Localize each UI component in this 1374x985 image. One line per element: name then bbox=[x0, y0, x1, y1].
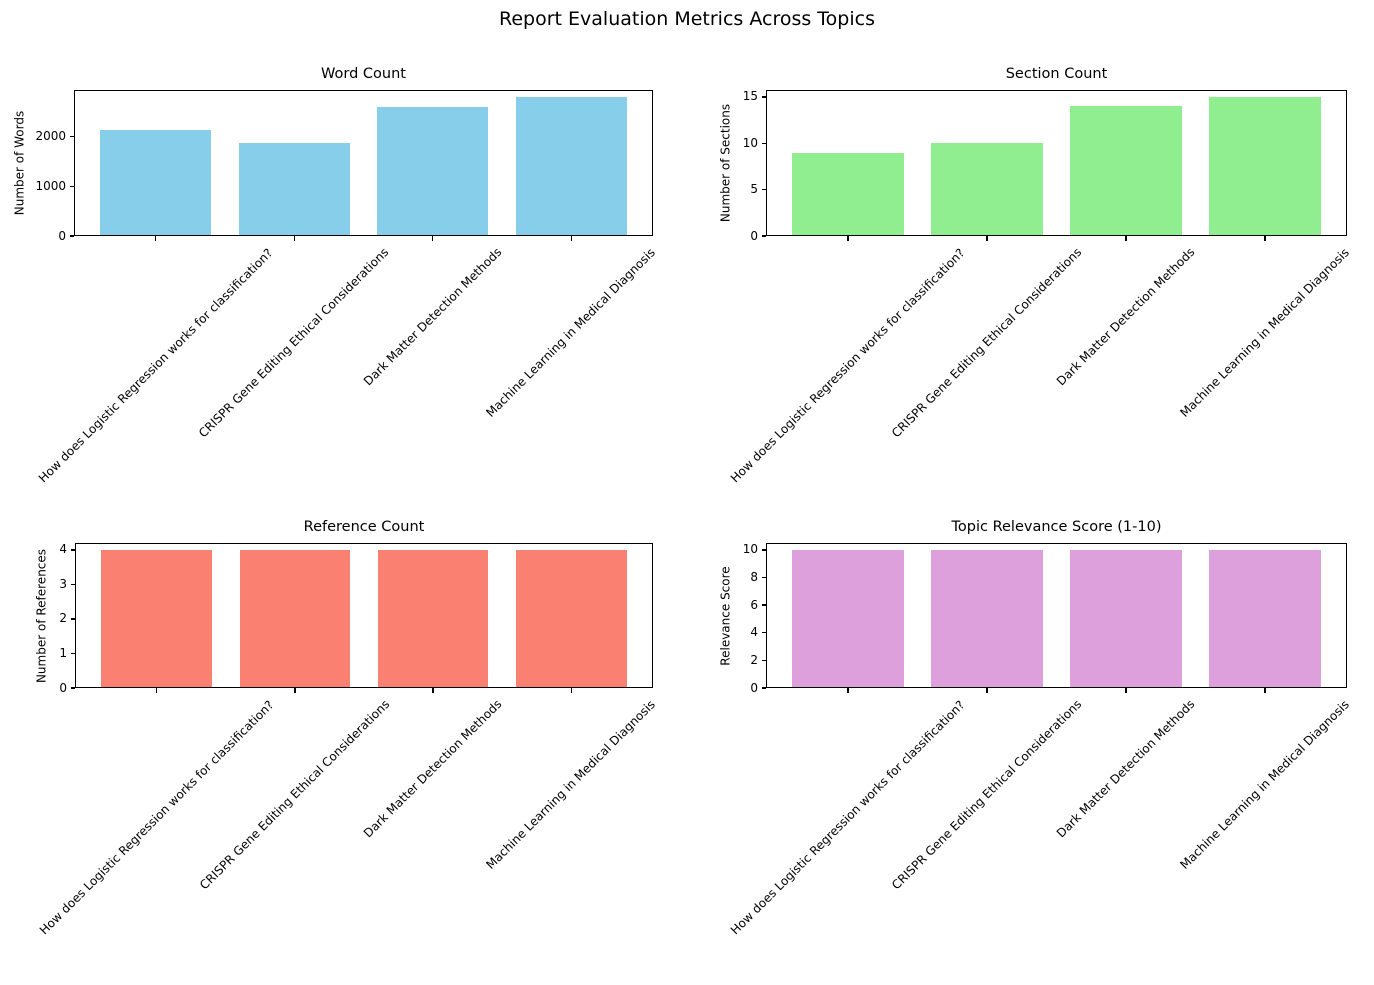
x-tick-mark-section-count bbox=[1125, 236, 1127, 241]
y-tick-mark-topic-relevance-score-1-10 bbox=[761, 659, 766, 662]
x-tick-label-reference-count-3: Machine Learning in Medical Diagnosis bbox=[483, 697, 659, 872]
y-tick-mark-section-count bbox=[761, 142, 766, 144]
subplot-title-reference-count: Reference Count bbox=[303, 519, 425, 535]
figure-suptitle: Report Evaluation Metrics Across Topics bbox=[499, 8, 875, 30]
y-tick-label-topic-relevance-score-1-10: 8 bbox=[750, 570, 758, 585]
x-tick-label-word-count-3: Machine Learning in Medical Diagnosis bbox=[483, 245, 659, 420]
x-tick-mark-word-count bbox=[293, 236, 295, 241]
bar-topic-relevance-score-1-10-2 bbox=[1070, 549, 1182, 688]
y-tick-label-section-count: 15 bbox=[742, 89, 758, 104]
y-tick-label-reference-count: 3 bbox=[59, 576, 67, 591]
bar-reference-count-2 bbox=[377, 549, 489, 688]
y-tick-mark-section-count bbox=[761, 96, 766, 98]
y-tick-label-reference-count: 1 bbox=[59, 645, 67, 660]
x-tick-mark-topic-relevance-score-1-10 bbox=[986, 688, 988, 693]
x-tick-label-topic-relevance-score-1-10-1: CRISPR Gene Editing Ethical Consideratio… bbox=[889, 697, 1085, 893]
bar-section-count-1 bbox=[931, 143, 1043, 236]
y-axis-label-section-count: Number of Sections bbox=[718, 103, 733, 223]
x-tick-mark-section-count bbox=[847, 236, 849, 241]
x-tick-mark-topic-relevance-score-1-10 bbox=[1125, 688, 1127, 693]
bar-topic-relevance-score-1-10-1 bbox=[931, 549, 1043, 688]
x-tick-mark-topic-relevance-score-1-10 bbox=[1264, 688, 1266, 693]
x-tick-label-reference-count-0: How does Logistic Regression works for c… bbox=[36, 697, 276, 937]
x-tick-label-reference-count-2: Dark Matter Detection Methods bbox=[361, 697, 505, 841]
x-tick-label-section-count-1: CRISPR Gene Editing Ethical Consideratio… bbox=[889, 245, 1085, 441]
bar-word-count-1 bbox=[238, 143, 350, 236]
y-tick-mark-topic-relevance-score-1-10 bbox=[761, 632, 766, 634]
y-tick-label-section-count: 10 bbox=[742, 135, 758, 150]
x-tick-label-section-count-3: Machine Learning in Medical Diagnosis bbox=[1177, 245, 1352, 420]
y-tick-mark-word-count bbox=[69, 235, 74, 237]
y-tick-mark-reference-count bbox=[70, 618, 75, 620]
bar-word-count-0 bbox=[100, 130, 212, 236]
subplot-title-word-count: Word Count bbox=[321, 66, 406, 82]
y-tick-label-reference-count: 0 bbox=[59, 680, 67, 695]
x-tick-mark-section-count bbox=[986, 236, 988, 241]
y-tick-label-topic-relevance-score-1-10: 6 bbox=[750, 597, 758, 612]
bar-section-count-2 bbox=[1070, 106, 1182, 236]
x-tick-label-reference-count-1: CRISPR Gene Editing Ethical Consideratio… bbox=[196, 697, 393, 893]
y-tick-label-reference-count: 4 bbox=[59, 542, 67, 557]
x-tick-label-word-count-2: Dark Matter Detection Methods bbox=[360, 245, 505, 389]
y-tick-label-section-count: 0 bbox=[750, 228, 758, 243]
x-tick-label-topic-relevance-score-1-10-3: Machine Learning in Medical Diagnosis bbox=[1177, 697, 1352, 872]
y-tick-mark-word-count bbox=[69, 136, 74, 138]
x-tick-label-topic-relevance-score-1-10-0: How does Logistic Regression works for c… bbox=[727, 697, 968, 937]
bar-word-count-2 bbox=[377, 106, 489, 236]
y-axis-label-word-count: Number of Words bbox=[12, 110, 27, 216]
y-tick-label-section-count: 5 bbox=[750, 182, 758, 197]
y-tick-mark-reference-count bbox=[70, 583, 75, 586]
x-tick-label-word-count-1: CRISPR Gene Editing Ethical Consideratio… bbox=[196, 245, 392, 441]
x-tick-label-section-count-0: How does Logistic Regression works for c… bbox=[727, 245, 968, 485]
bar-reference-count-3 bbox=[516, 549, 627, 688]
y-tick-label-word-count: 1000 bbox=[35, 178, 66, 193]
subplot-title-topic-relevance-score-1-10: Topic Relevance Score (1-10) bbox=[951, 519, 1162, 535]
x-tick-mark-word-count bbox=[570, 236, 572, 241]
y-tick-mark-reference-count bbox=[70, 549, 75, 551]
x-tick-mark-section-count bbox=[1264, 236, 1266, 241]
x-tick-mark-reference-count bbox=[155, 688, 158, 693]
y-tick-mark-section-count bbox=[761, 235, 766, 237]
bar-topic-relevance-score-1-10-0 bbox=[792, 549, 904, 688]
bar-reference-count-0 bbox=[101, 549, 212, 688]
y-tick-label-word-count: 2000 bbox=[35, 129, 66, 144]
x-tick-mark-reference-count bbox=[294, 688, 296, 693]
y-tick-label-word-count: 0 bbox=[58, 228, 66, 243]
y-tick-label-reference-count: 2 bbox=[59, 611, 67, 626]
y-tick-mark-reference-count bbox=[70, 652, 75, 655]
y-tick-mark-section-count bbox=[761, 189, 766, 191]
subplot-title-section-count: Section Count bbox=[1005, 66, 1108, 82]
y-tick-label-topic-relevance-score-1-10: 10 bbox=[742, 542, 758, 557]
y-tick-label-topic-relevance-score-1-10: 4 bbox=[750, 625, 758, 640]
y-tick-label-topic-relevance-score-1-10: 0 bbox=[750, 680, 758, 695]
y-axis-label-topic-relevance-score-1-10: Relevance Score bbox=[718, 565, 733, 666]
y-tick-mark-reference-count bbox=[70, 687, 75, 689]
x-tick-mark-reference-count bbox=[570, 688, 573, 693]
bar-word-count-3 bbox=[515, 96, 627, 236]
y-tick-mark-topic-relevance-score-1-10 bbox=[761, 549, 766, 551]
bar-section-count-0 bbox=[792, 152, 904, 236]
y-tick-mark-word-count bbox=[69, 185, 74, 187]
x-tick-label-section-count-2: Dark Matter Detection Methods bbox=[1053, 245, 1198, 389]
x-tick-mark-topic-relevance-score-1-10 bbox=[847, 688, 849, 693]
y-tick-mark-topic-relevance-score-1-10 bbox=[761, 576, 766, 579]
x-tick-label-topic-relevance-score-1-10-2: Dark Matter Detection Methods bbox=[1053, 697, 1198, 841]
x-tick-mark-reference-count bbox=[432, 688, 434, 693]
x-tick-label-word-count-0: How does Logistic Regression works for c… bbox=[35, 245, 276, 485]
y-tick-mark-topic-relevance-score-1-10 bbox=[761, 604, 766, 606]
bar-reference-count-1 bbox=[239, 549, 351, 688]
y-axis-label-reference-count: Number of References bbox=[34, 548, 49, 683]
bar-section-count-3 bbox=[1209, 96, 1321, 236]
x-tick-mark-word-count bbox=[432, 236, 434, 241]
bar-topic-relevance-score-1-10-3 bbox=[1209, 549, 1321, 688]
y-tick-label-topic-relevance-score-1-10: 2 bbox=[750, 652, 758, 667]
x-tick-mark-word-count bbox=[155, 236, 157, 241]
y-tick-mark-topic-relevance-score-1-10 bbox=[761, 687, 766, 689]
